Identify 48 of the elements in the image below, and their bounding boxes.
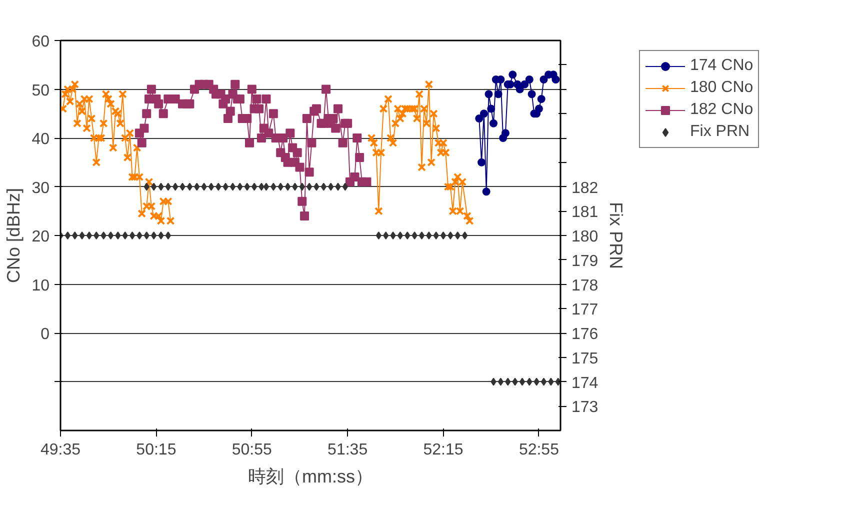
y2-axis-title: Fix PRN [606,202,626,269]
y2-tick-label: 174 [572,374,598,392]
point [516,85,524,94]
y2-tick-label: 178 [572,277,598,294]
point [487,104,496,113]
point [484,90,493,98]
x-tick-label: 52:15 [423,442,464,458]
legend-label: 174 CNo [690,57,754,75]
point [525,76,534,84]
y2-tick-label: 173 [572,399,598,416]
x-axis-title: 時刻（mm:ss） [248,466,374,486]
y-tick-label: 50 [32,82,50,100]
y-tick-label: 0 [40,326,50,343]
point [478,158,486,166]
x-tick-label: 51:35 [328,442,368,458]
y2-tick-label: 179 [572,252,598,270]
point [482,188,490,196]
x-tick-label: 52:55 [518,442,560,458]
point [480,110,488,118]
legend-label: 182 CNo [690,101,754,119]
y2-tick-label: 181 [572,204,598,222]
point [490,119,498,128]
point [508,70,517,79]
point [534,104,543,113]
point [501,129,510,138]
x-tick-label: 50:15 [136,442,176,458]
y-axis-title: CNo [dBHz] [4,188,24,284]
x-tick-label: 49:35 [40,442,81,458]
legend-label: 180 CNo [690,79,754,97]
y-tick-label: 60 [32,34,50,50]
point [520,80,529,88]
legend-label: Fix PRN [690,123,750,141]
y-tick-label: 30 [32,180,50,197]
point [537,95,546,103]
y2-tick-label: 177 [572,302,598,319]
y2-tick-label: 175 [572,350,598,368]
y-tick-label: 20 [32,228,50,246]
y2-tick-label: 182 [572,180,598,197]
point [540,76,548,84]
point [475,114,484,122]
point [494,90,502,98]
y-tick-label: 10 [32,277,50,294]
y-tick-label: 40 [32,131,50,148]
y2-tick-label: 176 [572,326,598,343]
point [528,90,536,98]
y2-tick-label: 180 [572,228,598,246]
point [552,76,560,84]
x-tick-label: 50:55 [232,442,272,458]
